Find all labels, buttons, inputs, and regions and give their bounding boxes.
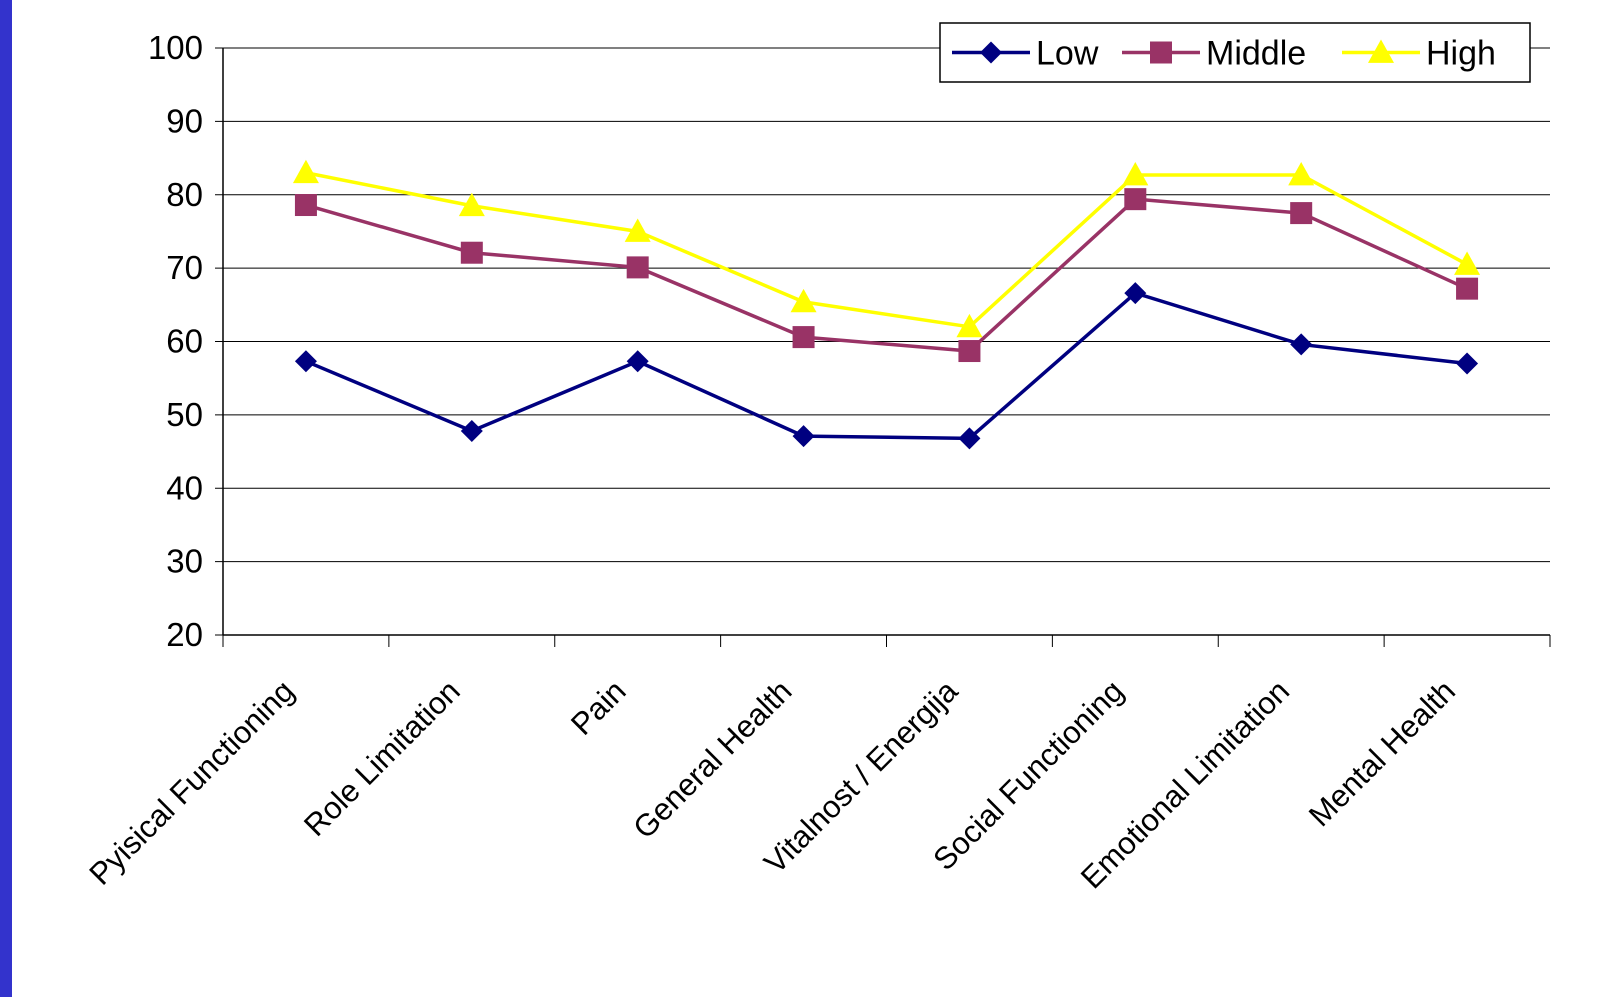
slide-background: 100 90 80 70 60 50 40 30 20 Pyisical Functioning…: [12, 0, 1622, 997]
gridlines: [223, 47, 1550, 563]
y-axis-ticks: 100 90 80 70 60 50 40 30 20: [148, 29, 203, 653]
y-tick-label: 80: [166, 176, 203, 213]
line-chart: 100 90 80 70 60 50 40 30 20 Pyisical Functioning…: [82, 22, 1551, 896]
series-line-low: [305, 291, 1468, 441]
data-point-middle: [1456, 277, 1479, 300]
data-point-high: [624, 218, 651, 242]
y-tick-label: 60: [166, 323, 203, 360]
data-point-high: [292, 159, 319, 184]
data-point-low: [1290, 333, 1313, 356]
x-category-label: General Health: [626, 673, 798, 845]
data-point-low: [294, 350, 317, 373]
data-point-low: [460, 420, 483, 443]
legend-marker-low: [980, 41, 1002, 64]
y-tick-label: 20: [166, 616, 203, 653]
x-category-label: Pyisical Functioning: [82, 673, 300, 891]
x-category-label: Mental Health: [1302, 673, 1462, 833]
data-point-high: [1122, 161, 1149, 186]
series-low: [294, 282, 1479, 450]
legend-label-middle: Middle: [1206, 35, 1306, 73]
data-point-low: [958, 427, 981, 450]
y-tick-label: 40: [166, 469, 203, 506]
y-tick-label: 50: [166, 396, 203, 433]
data-point-low: [1456, 352, 1479, 375]
data-point-high: [1454, 251, 1481, 275]
data-point-middle: [792, 326, 815, 349]
data-point-high: [956, 313, 983, 338]
data-point-low: [792, 425, 815, 448]
y-tick-label: 90: [166, 102, 203, 139]
data-point-middle: [460, 241, 483, 264]
y-tick-label: 100: [148, 29, 203, 66]
x-category-label: Role Limitation: [297, 673, 467, 843]
series-line-middle: [305, 197, 1468, 353]
data-point-middle: [294, 194, 317, 217]
data-point-low: [626, 350, 649, 373]
legend-marker-high: [1368, 39, 1394, 63]
series-middle: [294, 188, 1479, 363]
data-point-low: [1124, 282, 1147, 305]
data-point-middle: [626, 256, 649, 279]
legend: Low Middle High: [939, 22, 1531, 83]
data-point-middle: [958, 340, 981, 363]
axes: [215, 47, 1551, 647]
legend-label-low: Low: [1036, 35, 1099, 73]
data-point-high: [790, 288, 817, 313]
data-point-high: [1288, 161, 1315, 186]
series-layer: [292, 159, 1481, 450]
data-point-high: [458, 192, 485, 217]
x-category-label: Pain: [564, 673, 633, 742]
legend-marker-middle: [1150, 41, 1172, 64]
series-high: [292, 159, 1481, 338]
legend-box: [939, 22, 1531, 83]
series-line-high: [305, 171, 1468, 329]
y-tick-label: 30: [166, 543, 203, 580]
y-tick-label: 70: [166, 249, 203, 286]
data-point-middle: [1290, 202, 1313, 225]
data-point-middle: [1124, 188, 1147, 211]
legend-label-high: High: [1426, 35, 1496, 73]
